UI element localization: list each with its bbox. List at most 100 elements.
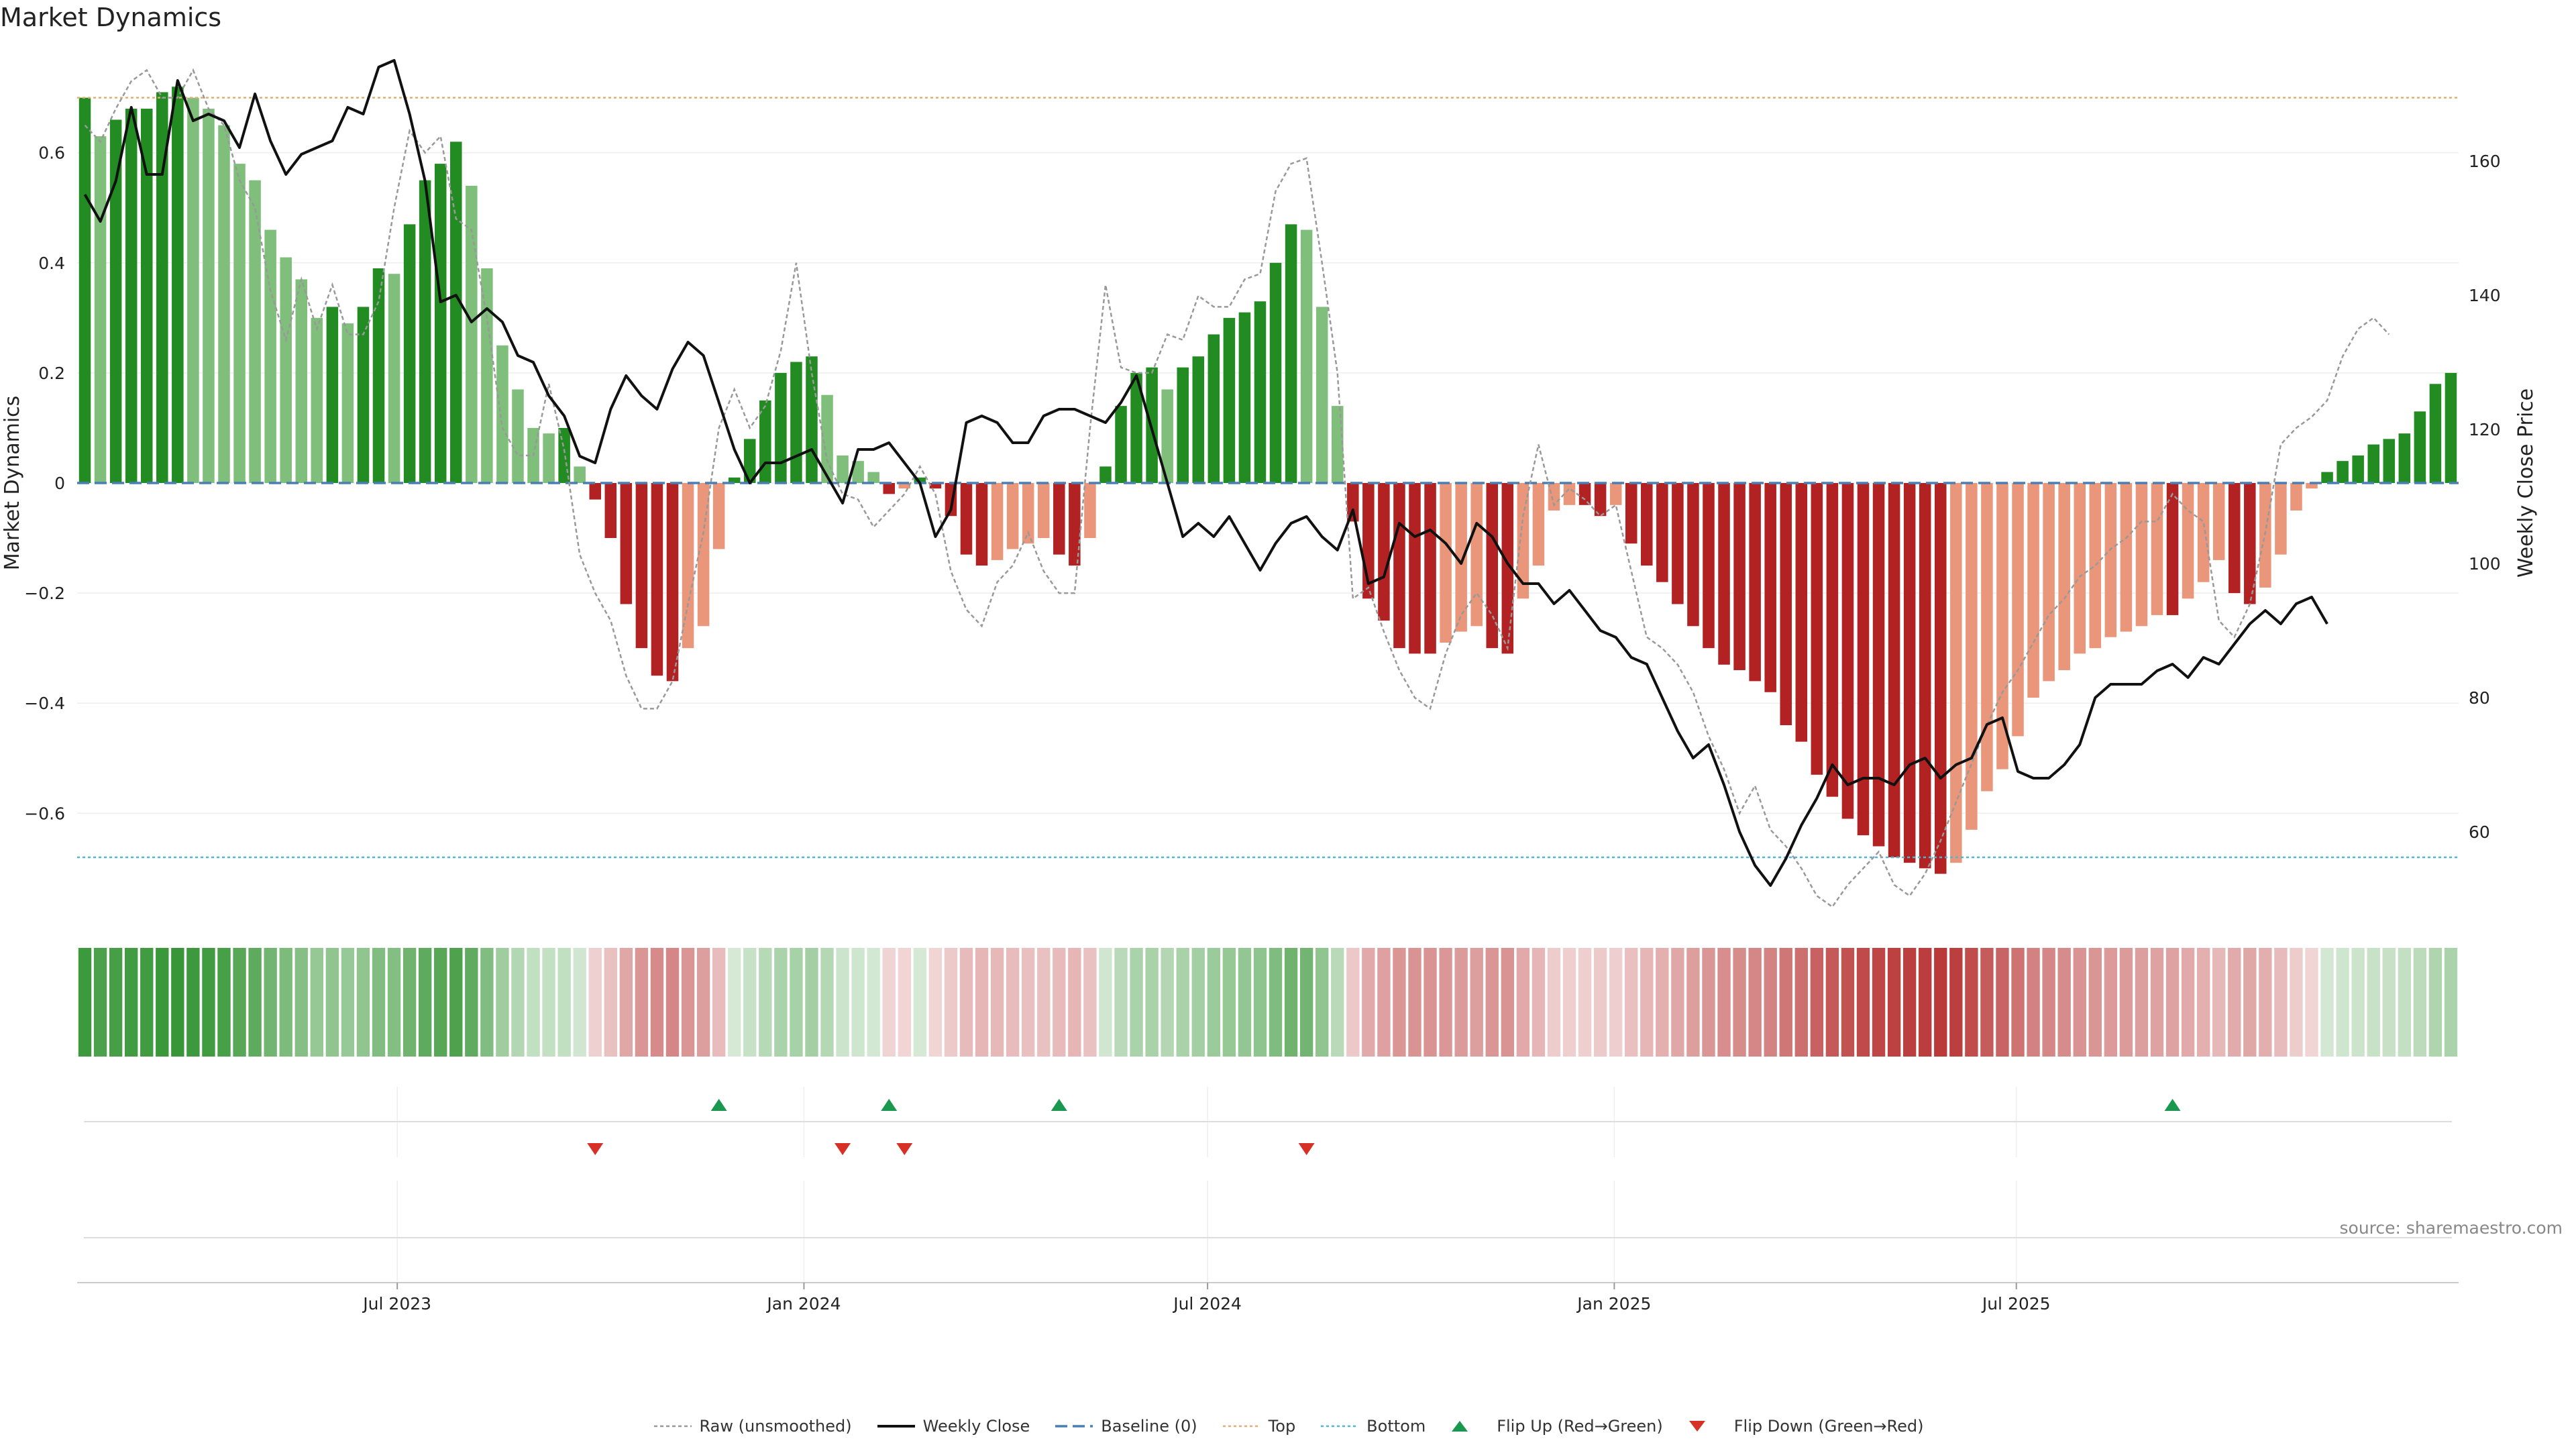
- bar: [620, 483, 633, 604]
- bar: [218, 125, 230, 483]
- flip-down-marker: [896, 1143, 913, 1155]
- heat-cell: [1439, 948, 1452, 1057]
- bar: [2166, 483, 2179, 615]
- bar: [1548, 483, 1560, 511]
- bar: [2120, 483, 2133, 632]
- bar: [666, 483, 679, 682]
- heat-cell: [1053, 948, 1066, 1057]
- bar: [929, 483, 942, 489]
- y-tick-label: 0.4: [38, 254, 65, 273]
- heat-cell: [1161, 948, 1174, 1057]
- y-tick-label: 0: [54, 474, 65, 493]
- heat-cell: [1284, 948, 1298, 1057]
- bar: [1486, 483, 1499, 649]
- heat-cell: [604, 948, 617, 1057]
- bar: [1115, 406, 1127, 483]
- bar: [388, 274, 400, 483]
- legend-swatch-close: [877, 1425, 915, 1428]
- bar: [1084, 483, 1096, 539]
- bar: [1424, 483, 1436, 654]
- heat-cell: [2027, 948, 2040, 1057]
- bar: [2352, 455, 2364, 483]
- heat-cell: [2104, 948, 2118, 1057]
- bar: [419, 180, 431, 483]
- bar: [1409, 483, 1421, 654]
- heat-cell: [774, 948, 788, 1057]
- heat-cell: [1114, 948, 1128, 1057]
- heat-cell: [294, 948, 308, 1057]
- bar: [1254, 301, 1267, 483]
- flip-up-marker: [1051, 1099, 1067, 1111]
- bar: [1903, 483, 1916, 863]
- flip-up-marker: [881, 1099, 898, 1111]
- bar: [1177, 367, 1189, 483]
- bar: [2058, 483, 2070, 670]
- heat-cell: [681, 948, 695, 1057]
- heat-cell: [1238, 948, 1252, 1057]
- bar: [697, 483, 710, 627]
- heat-cell: [2444, 948, 2458, 1057]
- heat-cell: [728, 948, 741, 1057]
- bar: [2151, 483, 2163, 615]
- heat-cell: [1362, 948, 1375, 1057]
- bar: [2321, 472, 2333, 483]
- heat-cell: [1934, 948, 1947, 1057]
- heat-cell: [1779, 948, 1792, 1057]
- bar: [1795, 483, 1808, 742]
- bar: [264, 229, 276, 483]
- heat-cell: [619, 948, 633, 1057]
- heat-cell: [1810, 948, 1824, 1057]
- y2-tick-label: 120: [2469, 420, 2501, 439]
- bar: [1208, 334, 1220, 483]
- bar: [1130, 372, 1142, 483]
- heat-cell: [1578, 948, 1592, 1057]
- bar: [1718, 483, 1730, 665]
- x-tick-label: Jan 2025: [1576, 1294, 1651, 1313]
- bar: [1981, 483, 1993, 792]
- bar: [125, 109, 138, 484]
- bar: [357, 307, 370, 483]
- bar: [1749, 483, 1761, 682]
- bar: [1703, 483, 1715, 649]
- heat-cell: [387, 948, 401, 1057]
- heat-cell: [1207, 948, 1220, 1057]
- bar: [280, 257, 292, 483]
- heat-cell: [820, 948, 834, 1057]
- bar: [341, 323, 354, 483]
- heat-cell: [1965, 948, 1978, 1057]
- bar: [883, 483, 895, 494]
- heat-cell: [341, 948, 355, 1057]
- heat-cell: [959, 948, 973, 1057]
- y2-tick-label: 80: [2469, 688, 2490, 708]
- bar: [233, 164, 246, 483]
- bar: [466, 185, 478, 483]
- heat-cell: [1006, 948, 1020, 1057]
- heat-cell: [1794, 948, 1808, 1057]
- bar: [187, 97, 199, 484]
- bar: [2414, 411, 2426, 483]
- flip-down-marker: [587, 1143, 604, 1155]
- heat-cell: [279, 948, 292, 1057]
- bar: [1764, 483, 1776, 692]
- bar: [775, 372, 787, 483]
- heat-cell: [1331, 948, 1344, 1057]
- bar: [1811, 483, 1823, 775]
- y2-tick-label: 60: [2469, 822, 2490, 842]
- bar: [852, 461, 864, 483]
- heat-cell: [1269, 948, 1283, 1057]
- y-tick-label: 0.2: [38, 364, 65, 383]
- legend-swatch-top: [1222, 1425, 1260, 1428]
- legend-item-baseline: Baseline (0): [1054, 1417, 1197, 1436]
- heat-cell: [1919, 948, 1932, 1057]
- heat-cell: [1733, 948, 1746, 1057]
- heat-cell: [650, 948, 664, 1057]
- heat-cell: [867, 948, 880, 1057]
- bar: [2259, 483, 2271, 588]
- legend-label-raw: Raw (unsmoothed): [699, 1417, 852, 1436]
- legend-item-close: Weekly Close: [876, 1417, 1030, 1436]
- legend-item-raw: Raw (unsmoothed): [653, 1417, 852, 1436]
- heat-cell: [1996, 948, 2009, 1057]
- heat-cell: [171, 948, 184, 1057]
- legend-item-flip-up: Flip Up (Red→Green): [1450, 1417, 1663, 1436]
- bar: [172, 87, 184, 483]
